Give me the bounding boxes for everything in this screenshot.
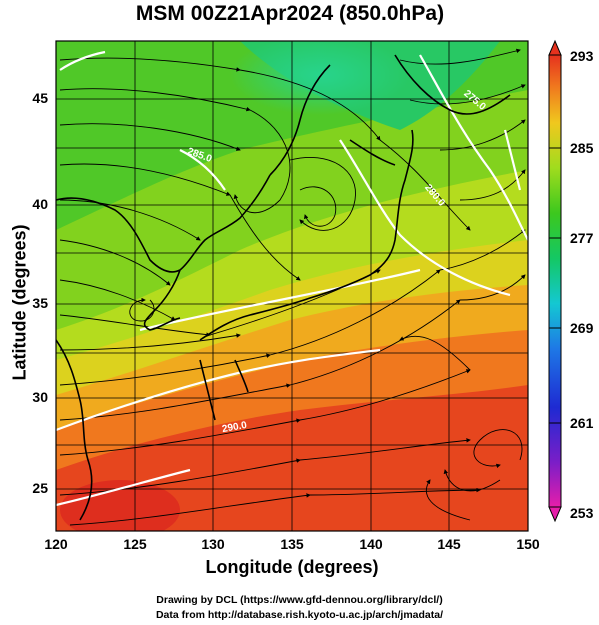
map-frame <box>55 40 529 532</box>
x-tick-label: 125 <box>123 536 147 552</box>
credit-data-source: Data from http://database.rish.kyoto-u.a… <box>155 609 444 621</box>
credit-drawing: Drawing by DCL (https://www.gfd-dennou.o… <box>156 594 443 606</box>
x-tick-label: 120 <box>44 536 68 552</box>
wind-streamlines <box>59 48 526 526</box>
y-tick-label: 30 <box>32 389 48 405</box>
map-title: MSM 00Z21Apr2024 (850.0hPa) <box>135 2 445 25</box>
y-tick-label: 35 <box>32 295 48 311</box>
colorbar-tick-label: 293 <box>570 48 594 64</box>
x-tick-label: 135 <box>280 536 304 552</box>
y-tick-label: 40 <box>32 196 48 212</box>
y-tick-label: 25 <box>32 480 48 496</box>
y-tick-label: 45 <box>32 90 48 106</box>
x-tick-label: 150 <box>516 536 540 552</box>
colorbar-tick-label: 277 <box>570 230 594 246</box>
colorbar-tick-label: 253 <box>570 505 594 521</box>
lat-lon-grid <box>56 41 528 531</box>
coastlines <box>56 54 511 521</box>
x-tick-label: 130 <box>201 536 225 552</box>
colorbar-tick-label: 269 <box>570 320 594 336</box>
x-tick-label: 140 <box>359 536 383 552</box>
y-axis-label: Latitude (degrees) <box>9 224 30 381</box>
isotherm-lines <box>56 50 528 507</box>
colorbar-tick-label: 261 <box>570 415 594 431</box>
x-tick-label: 145 <box>437 536 461 552</box>
colorbar <box>548 39 562 523</box>
colorbar-tick-label: 285 <box>570 140 594 156</box>
x-axis-label: Longitude (degrees) <box>205 557 379 577</box>
